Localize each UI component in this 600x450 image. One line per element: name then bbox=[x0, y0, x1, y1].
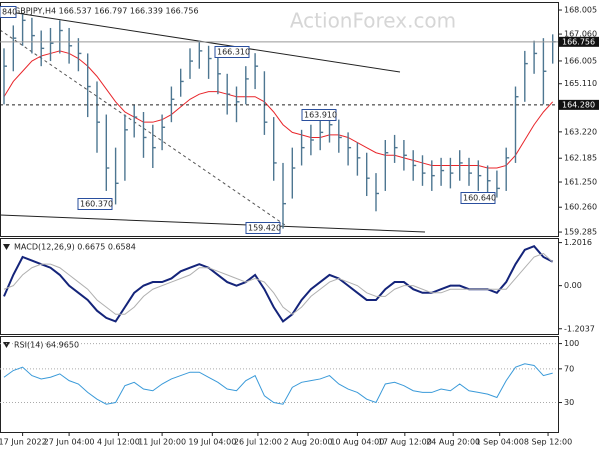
panel-title: GBPJPY,H4 166.537 166.797 166.339 166.75… bbox=[14, 7, 199, 16]
y-tick-label: 100 bbox=[564, 339, 579, 348]
price-level-label: 166.756 bbox=[562, 37, 595, 46]
annotation-label: 160.370 bbox=[80, 200, 113, 209]
x-tick-label: 2 Aug 20:00 bbox=[284, 438, 333, 447]
y-tick-label: 167.060 bbox=[564, 30, 597, 39]
y-tick-label: 1.2016 bbox=[564, 238, 592, 247]
x-tick-label: 26 Jul 12:00 bbox=[234, 438, 282, 447]
title-icon bbox=[3, 342, 10, 348]
indicator-line bbox=[3, 245, 554, 323]
panel-title: RSI(14) 64.9650 bbox=[14, 341, 79, 350]
annotation-box bbox=[77, 198, 113, 210]
panel-frame bbox=[0, 2, 559, 237]
annotation-box bbox=[245, 222, 281, 234]
title-icon bbox=[3, 244, 10, 250]
x-tick-label: 1 Sep 04:00 bbox=[476, 438, 524, 447]
y-tick-label: 159.285 bbox=[564, 228, 597, 237]
annotation-box bbox=[460, 192, 496, 204]
price-level-box bbox=[559, 99, 599, 110]
x-tick-label: 4 Jul 12:00 bbox=[97, 438, 140, 447]
y-tick-label: 168.005 bbox=[564, 6, 597, 15]
x-tick-label: 8 Sep 12:00 bbox=[524, 438, 572, 447]
y-tick-label: -1.2037 bbox=[564, 324, 595, 333]
y-tick-label: 160.260 bbox=[564, 203, 597, 212]
x-tick-label: 27 Jun 04:00 bbox=[44, 438, 95, 447]
panel-frame bbox=[0, 238, 559, 335]
panel-frame bbox=[0, 336, 559, 433]
x-tick-label: 10 Aug 04:00 bbox=[330, 438, 384, 447]
y-tick-label: 0.00 bbox=[564, 281, 582, 290]
indicator-line bbox=[3, 252, 554, 315]
x-tick-label: 24 Aug 20:00 bbox=[426, 438, 480, 447]
price-level-box bbox=[559, 36, 599, 47]
watermark: ActionForex.com bbox=[290, 9, 456, 33]
annotation-box bbox=[0, 6, 17, 18]
x-tick-label: 11 Jul 20:00 bbox=[138, 438, 186, 447]
y-tick-label: 30 bbox=[564, 398, 574, 407]
y-tick-label: 70 bbox=[564, 364, 574, 373]
x-tick-label: 17 Aug 12:00 bbox=[378, 438, 432, 447]
price-level-label: 164.280 bbox=[562, 100, 595, 109]
x-tick-label: 19 Jul 04:00 bbox=[188, 438, 236, 447]
annotation-label: 163.910 bbox=[304, 111, 337, 120]
moving-average bbox=[3, 50, 554, 169]
trendline bbox=[0, 214, 426, 233]
y-tick-label: 166.005 bbox=[564, 56, 597, 65]
annotation-box bbox=[214, 46, 250, 58]
y-tick-label: 161.250 bbox=[564, 178, 597, 187]
y-tick-label: 163.220 bbox=[564, 127, 597, 136]
annotation-box bbox=[301, 109, 337, 121]
indicator-line bbox=[3, 363, 553, 405]
x-tick-label: 17 Jun 2022 bbox=[0, 438, 47, 447]
annotation-label: 160.640 bbox=[463, 194, 496, 203]
y-tick-label: 162.185 bbox=[564, 154, 597, 163]
panel-title: MACD(12,26,9) 0.6675 0.6584 bbox=[14, 243, 136, 252]
annotation-label: 159.420 bbox=[248, 224, 281, 233]
annotation-label: 166.310 bbox=[217, 48, 250, 57]
y-tick-label: 165.110 bbox=[564, 79, 597, 88]
annotation-label: 840 bbox=[2, 8, 17, 17]
